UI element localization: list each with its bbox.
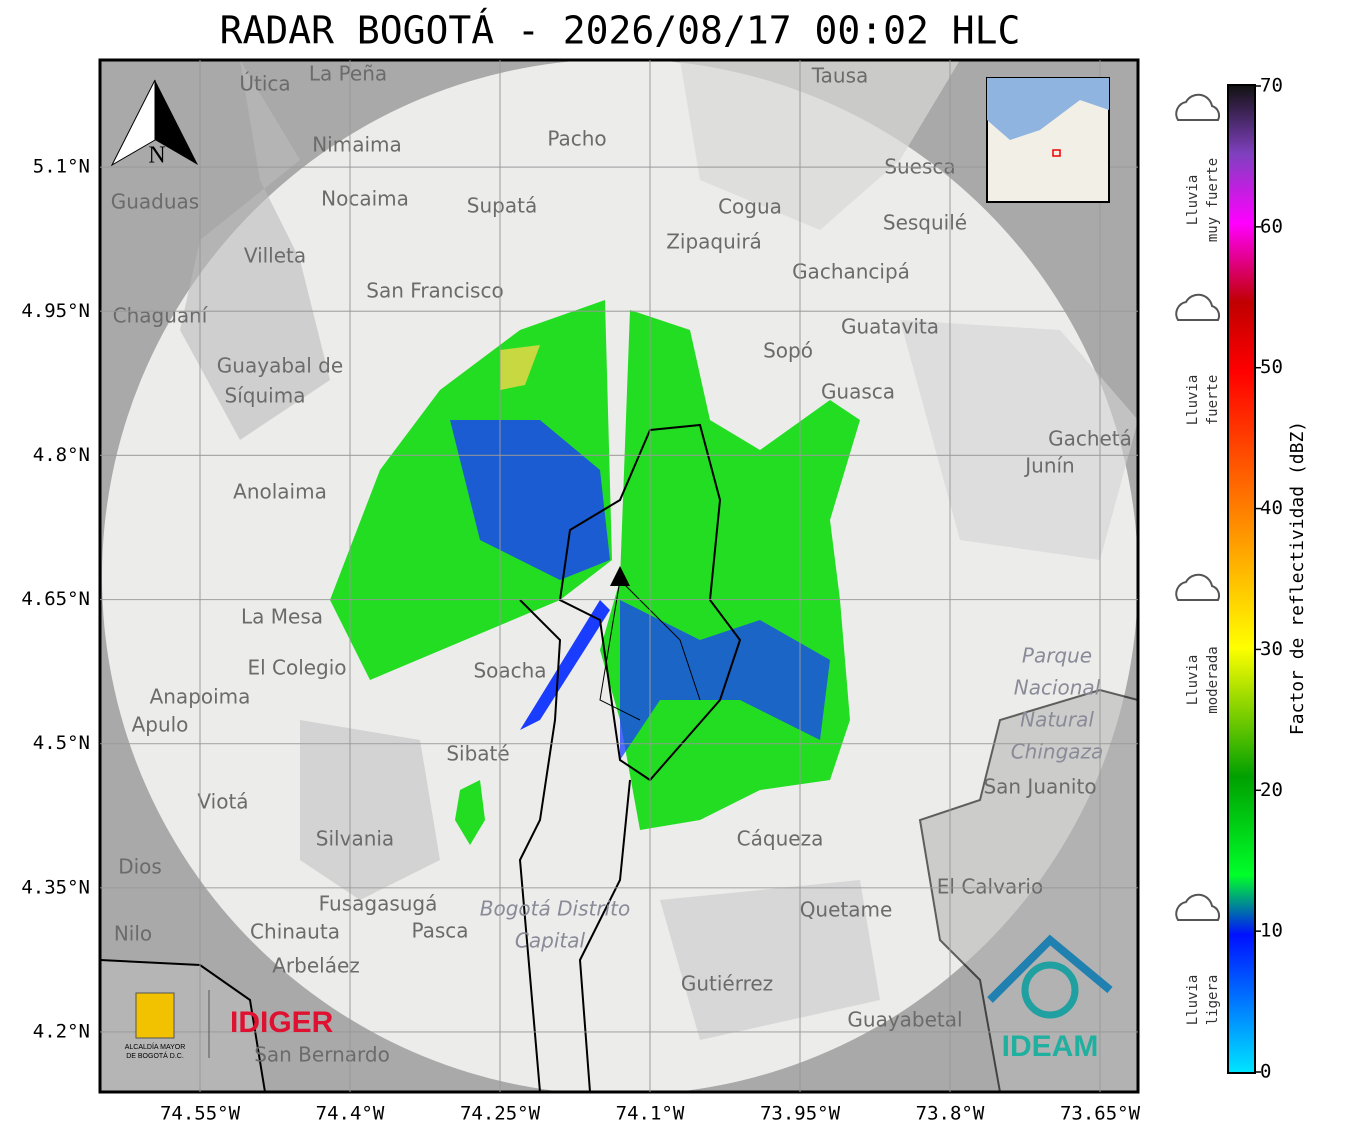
place-label: La Mesa [241,605,323,629]
area-label: Capital [515,929,586,953]
rain-level-label: Lluvia [1185,375,1201,426]
y-tick-label: 4.2°N [33,1020,90,1042]
place-label: El Colegio [247,656,346,680]
place-label: Guayabal de [217,354,343,378]
place-label: Anolaima [233,480,327,504]
y-tick-label: 4.5°N [33,732,90,754]
rain-level-label: muy fuerte [1205,158,1221,242]
place-label: Quetame [800,898,893,922]
colorbar [1227,84,1256,1074]
place-label: Nocaima [321,187,409,211]
north-arrow: N [148,143,165,169]
place-label: Sopó [763,339,813,363]
place-label: Arbeláez [272,954,360,978]
place-label: Apulo [132,713,189,737]
place-label: Pacho [547,127,606,151]
place-label: Gutiérrez [681,972,773,996]
place-label: Suesca [884,155,955,179]
place-label: Chaguaní [113,304,209,328]
place-label: Soacha [473,659,546,683]
place-label: Silvania [316,827,394,851]
place-label: Cáqueza [737,827,824,851]
logo-text: IDEAM [1002,1030,1099,1063]
y-tick-label: 4.65°N [21,588,90,610]
colorbar-tick-label: 70 [1260,75,1283,97]
y-tick-label: 4.8°N [33,444,90,466]
y-tick-label: 5.1°N [33,156,90,178]
place-label: Supatá [467,194,537,218]
place-label: Junín [1023,454,1074,478]
colorbar-tick-label: 0 [1260,1061,1271,1083]
place-label: Dios [118,855,162,879]
place-label: San Francisco [366,279,503,303]
place-label: Zipaquirá [666,230,762,254]
place-label: Fusagasugá [319,892,438,916]
logo-text: ALCALDÍA MAYOR [125,1042,186,1051]
colorbar-tick-label: 60 [1260,215,1283,237]
place-label: San Juanito [983,775,1096,799]
rain-level-label: Lluvia [1185,175,1201,226]
logo-text: DE BOGOTÁ D.C. [126,1051,184,1060]
colorbar-tick-label: 20 [1260,779,1283,801]
place-label: La Peña [309,62,387,86]
rain-level-label: fuerte [1205,375,1221,426]
x-tick-label: 74.1°W [616,1103,685,1125]
place-label: Nimaima [312,133,402,157]
colorbar-tick-label: 10 [1260,920,1283,942]
place-label: Sibaté [446,742,509,766]
place-label: Guaduas [111,190,199,214]
rain-level-label: Lluvia [1185,975,1201,1026]
map: La Peña Útica Tausa Pacho Nimaima Guaduas Noca… [100,60,1138,1092]
place-label: El Calvario [937,875,1043,899]
place-label: San Bernardo [254,1043,390,1067]
y-tick-label: 4.35°N [21,876,90,898]
place-label: Guatavita [841,315,939,339]
area-label: Nacional [1014,676,1101,700]
x-tick-label: 73.95°W [760,1103,841,1125]
place-label: Villeta [244,244,306,268]
colorbar-tick-label: 50 [1260,356,1283,378]
place-label: Útica [239,72,290,96]
place-label: Viotá [197,790,248,814]
rain-icon [1175,893,1221,921]
place-label: Nilo [114,922,152,946]
colorbar-label: Factor de reflectividad (dBZ) [1287,421,1308,735]
x-tick-label: 74.4°W [316,1103,385,1125]
rain-icon [1175,93,1221,121]
rain-icon [1175,293,1221,321]
x-tick-label: 73.8°W [916,1103,985,1125]
x-tick-label: 74.25°W [460,1103,541,1125]
y-tick-label: 4.95°N [21,300,90,322]
area-label: Bogotá Distrito [480,897,630,921]
place-label: Sesquilé [883,211,967,235]
x-tick-label: 74.55°W [160,1103,241,1125]
place-label: Guayabetal [847,1008,962,1032]
place-label: Cogua [718,195,782,219]
x-tick-label: 73.65°W [1060,1103,1141,1125]
place-label: Tausa [811,64,869,88]
place-label: Guasca [821,380,895,404]
place-label: Gachetá [1048,427,1132,451]
title: RADAR BOGOTÁ - 2026/08/17 00:02 HLC [220,9,1021,53]
rain-level-label: Lluvia [1185,655,1201,706]
place-label: Síquima [225,384,306,408]
place-label: Gachancipá [792,260,910,284]
rain-icon [1175,573,1221,601]
rain-level-label: ligera [1205,975,1221,1026]
place-label: Chinauta [250,920,340,944]
logo-text: IDIGER [230,1006,334,1039]
rain-level-label: moderada [1205,646,1221,713]
area-label: Parque [1022,644,1092,668]
place-label: Pasca [411,919,468,943]
colorbar-tick-label: 30 [1260,638,1283,660]
area-label: Natural [1020,708,1094,732]
colorbar-tick-label: 40 [1260,497,1283,519]
